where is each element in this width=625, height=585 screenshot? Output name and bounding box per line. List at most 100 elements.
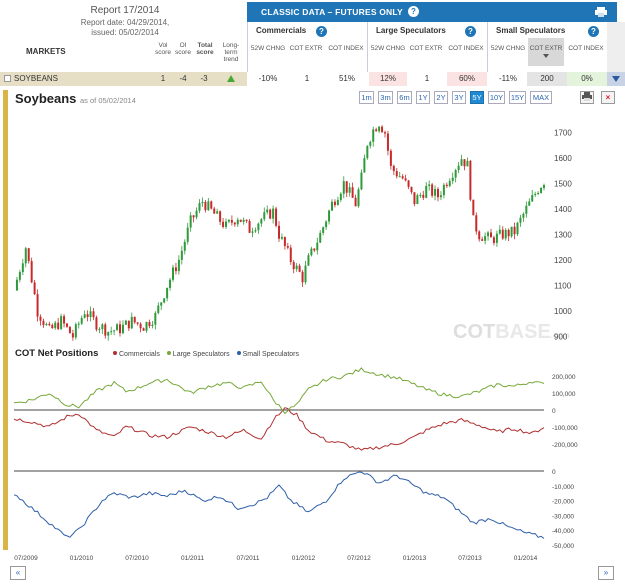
candle (286, 246, 289, 248)
candle (236, 219, 239, 225)
candle (245, 219, 248, 221)
candle (540, 187, 543, 193)
classic-data-title: CLASSIC DATA – FUTURES ONLY (261, 7, 403, 17)
cot-x-tick: 07/2012 (347, 555, 371, 562)
range-button-2y[interactable]: 2Y (434, 91, 448, 104)
report-header: Report 17/2014 Report date: 04/29/2014, … (0, 0, 247, 72)
prev-button[interactable]: « (10, 566, 26, 580)
candle (395, 171, 398, 177)
candle (124, 320, 127, 325)
classic-data-bar: CLASSIC DATA – FUTURES ONLY ? (247, 2, 617, 22)
cot-title: COT Net Positions (15, 348, 99, 359)
candle (392, 165, 395, 172)
print-chart-button[interactable] (580, 91, 594, 104)
classic-cells: -10% 1 51% 12% 1 60% -11% 200 0% (247, 72, 625, 86)
candle (121, 324, 124, 334)
candle (266, 209, 269, 213)
cot-x-tick: 01/2013 (403, 555, 427, 562)
candle (410, 186, 413, 193)
cot-upper-y-tick: -200,000 (552, 442, 578, 449)
candle (407, 180, 410, 187)
candle (490, 232, 492, 238)
candle (442, 184, 445, 196)
range-button-3y[interactable]: 3Y (452, 91, 466, 104)
range-button-3m[interactable]: 3m (378, 91, 393, 104)
report-date: Report date: 04/29/2014, (80, 18, 170, 27)
candle (463, 159, 466, 167)
candle (148, 322, 151, 327)
printer-icon[interactable] (595, 7, 607, 17)
candle (242, 219, 245, 222)
candle (333, 201, 336, 206)
small-specs-extr-header[interactable]: COT EXTR (528, 38, 564, 66)
candle (283, 237, 286, 247)
candle (484, 236, 487, 241)
candle (307, 255, 310, 266)
classic-data-header: CLASSIC DATA – FUTURES ONLY ? Commercial… (247, 0, 625, 72)
commercials-index-header[interactable]: COT INDEX (328, 45, 364, 52)
large-specs-index-header[interactable]: COT INDEX (448, 45, 484, 52)
candle (183, 241, 186, 251)
small-specs-index-header[interactable]: COT INDEX (568, 45, 604, 52)
candle (21, 263, 24, 273)
commercials-52w-header[interactable]: 52W CHNG (250, 45, 286, 52)
range-button-15y[interactable]: 15Y (509, 91, 526, 104)
table-row[interactable]: SOYBEANS 1 -4 -3 -10% 1 51% 12% 1 60% -1… (0, 72, 625, 86)
range-button-6m[interactable]: 6m (397, 91, 412, 104)
watermark: COTBASE.com (453, 321, 569, 343)
oi-score: -4 (179, 74, 187, 83)
candle (507, 229, 510, 237)
candle (487, 232, 490, 237)
candle (416, 195, 419, 204)
price-y-tick: 900 (554, 332, 568, 341)
candle (445, 184, 448, 187)
candle (57, 322, 60, 329)
small-specs-52w-header[interactable]: 52W CHNG (490, 45, 526, 52)
market-name[interactable]: SOYBEANS (14, 74, 59, 83)
price-y-tick: 1400 (554, 205, 572, 214)
close-chart-button[interactable]: × (601, 91, 615, 104)
candle (372, 129, 375, 142)
help-icon[interactable]: ? (408, 6, 419, 17)
commercials-extr-header[interactable]: COT EXTR (289, 45, 323, 52)
candle (192, 215, 195, 218)
candle (451, 177, 454, 181)
candle (437, 189, 439, 198)
candle (48, 323, 51, 326)
candle (472, 199, 475, 216)
candle (36, 294, 39, 317)
candle (195, 210, 198, 218)
cot-upper-y-tick: 100,000 (552, 391, 576, 398)
large-specs-help-icon[interactable]: ? (465, 26, 476, 37)
small-specs-extr-label: COT EXTR (529, 45, 563, 52)
legend-dot-commercials (113, 351, 117, 355)
candle (198, 203, 201, 211)
cot-lower-y-tick: 0 (552, 469, 556, 476)
candle (322, 227, 325, 233)
candle (448, 180, 451, 187)
candle (101, 324, 104, 330)
range-button-max[interactable]: MAX (530, 91, 552, 104)
commercials-help-icon[interactable]: ? (316, 26, 327, 37)
next-button[interactable]: » (598, 566, 614, 580)
range-button-5y[interactable]: 5Y (470, 91, 484, 104)
chart-toggle-icon[interactable] (4, 75, 11, 82)
large-specs-extr-header[interactable]: COT EXTR (409, 45, 443, 52)
candle (216, 211, 219, 214)
candle (127, 320, 130, 329)
range-button-10y[interactable]: 10Y (488, 91, 505, 104)
candle (86, 314, 89, 317)
candle (83, 314, 86, 318)
small-specs-help-icon[interactable]: ? (588, 26, 599, 37)
small-specs-index: 0% (567, 72, 607, 86)
range-button-1m[interactable]: 1m (359, 91, 374, 104)
candle (516, 222, 519, 235)
candle (316, 242, 319, 251)
range-button-1y[interactable]: 1Y (416, 91, 430, 104)
commercials-title: Commercials (256, 26, 307, 35)
legend-small-specs: Small Speculators (242, 351, 299, 358)
row-expand-button[interactable] (607, 72, 625, 86)
candle (331, 201, 333, 211)
large-specs-52w-header[interactable]: 52W CHNG (370, 45, 406, 52)
candle (375, 129, 378, 132)
